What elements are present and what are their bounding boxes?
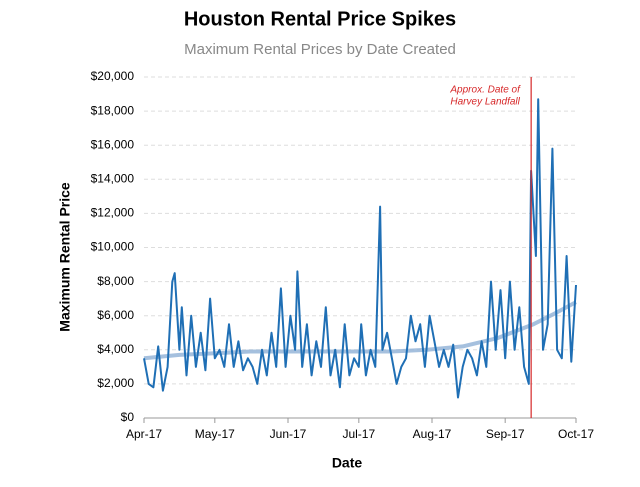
x-tick-label: May-17 [195, 427, 235, 441]
y-tick-label: $14,000 [91, 171, 135, 185]
y-tick-label: $6,000 [97, 308, 134, 322]
y-tick-label: $12,000 [91, 206, 135, 220]
y-tick-label: $16,000 [91, 137, 135, 151]
y-tick-label: $8,000 [97, 274, 134, 288]
y-tick-label: $4,000 [97, 342, 134, 356]
y-tick-label: $10,000 [91, 240, 135, 254]
y-tick-label: $0 [121, 410, 135, 424]
annotation-text: Harvey Landfall [450, 97, 520, 108]
x-tick-label: Oct-17 [558, 427, 594, 441]
annotation-text: Approx. Date of [449, 85, 521, 96]
x-tick-label: Jul-17 [342, 427, 375, 441]
y-axis-label: Maximum Rental Price [57, 182, 73, 332]
x-tick-label: Sep-17 [486, 427, 525, 441]
price-line [143, 98, 577, 399]
x-axis-label: Date [332, 455, 363, 471]
x-tick-label: Apr-17 [126, 427, 162, 441]
y-tick-label: $20,000 [91, 69, 135, 83]
x-tick-label: Jun-17 [270, 427, 307, 441]
y-tick-label: $2,000 [97, 376, 134, 390]
chart-subtitle: Maximum Rental Prices by Date Created [184, 41, 456, 58]
x-tick-label: Aug-17 [413, 427, 452, 441]
chart-title: Houston Rental Price Spikes [184, 8, 456, 30]
y-tick-label: $18,000 [91, 103, 135, 117]
